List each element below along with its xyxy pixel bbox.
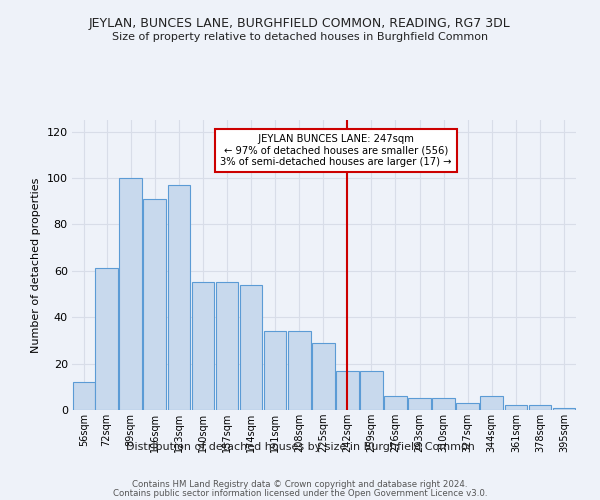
Text: Contains public sector information licensed under the Open Government Licence v3: Contains public sector information licen…	[113, 489, 487, 498]
Bar	[433, 398, 455, 410]
Text: JEYLAN BUNCES LANE: 247sqm  
← 97% of detached houses are smaller (556)
3% of se: JEYLAN BUNCES LANE: 247sqm ← 97% of deta…	[220, 134, 452, 167]
Bar	[240, 284, 262, 410]
Text: JEYLAN, BUNCES LANE, BURGHFIELD COMMON, READING, RG7 3DL: JEYLAN, BUNCES LANE, BURGHFIELD COMMON, …	[89, 18, 511, 30]
Bar	[119, 178, 142, 410]
Bar	[360, 370, 383, 410]
Bar	[264, 331, 286, 410]
Bar	[167, 185, 190, 410]
Bar	[384, 396, 407, 410]
Bar	[312, 342, 335, 410]
Bar	[73, 382, 95, 410]
Bar	[408, 398, 431, 410]
Bar	[336, 370, 359, 410]
Bar	[529, 406, 551, 410]
Bar	[481, 396, 503, 410]
Bar	[505, 406, 527, 410]
Bar	[457, 403, 479, 410]
Bar	[143, 199, 166, 410]
Bar	[288, 331, 311, 410]
Bar	[553, 408, 575, 410]
Bar	[95, 268, 118, 410]
Text: Size of property relative to detached houses in Burghfield Common: Size of property relative to detached ho…	[112, 32, 488, 42]
Bar	[215, 282, 238, 410]
Text: Contains HM Land Registry data © Crown copyright and database right 2024.: Contains HM Land Registry data © Crown c…	[132, 480, 468, 489]
Bar	[191, 282, 214, 410]
Y-axis label: Number of detached properties: Number of detached properties	[31, 178, 41, 352]
Text: Distribution of detached houses by size in Burghfield Common: Distribution of detached houses by size …	[125, 442, 475, 452]
